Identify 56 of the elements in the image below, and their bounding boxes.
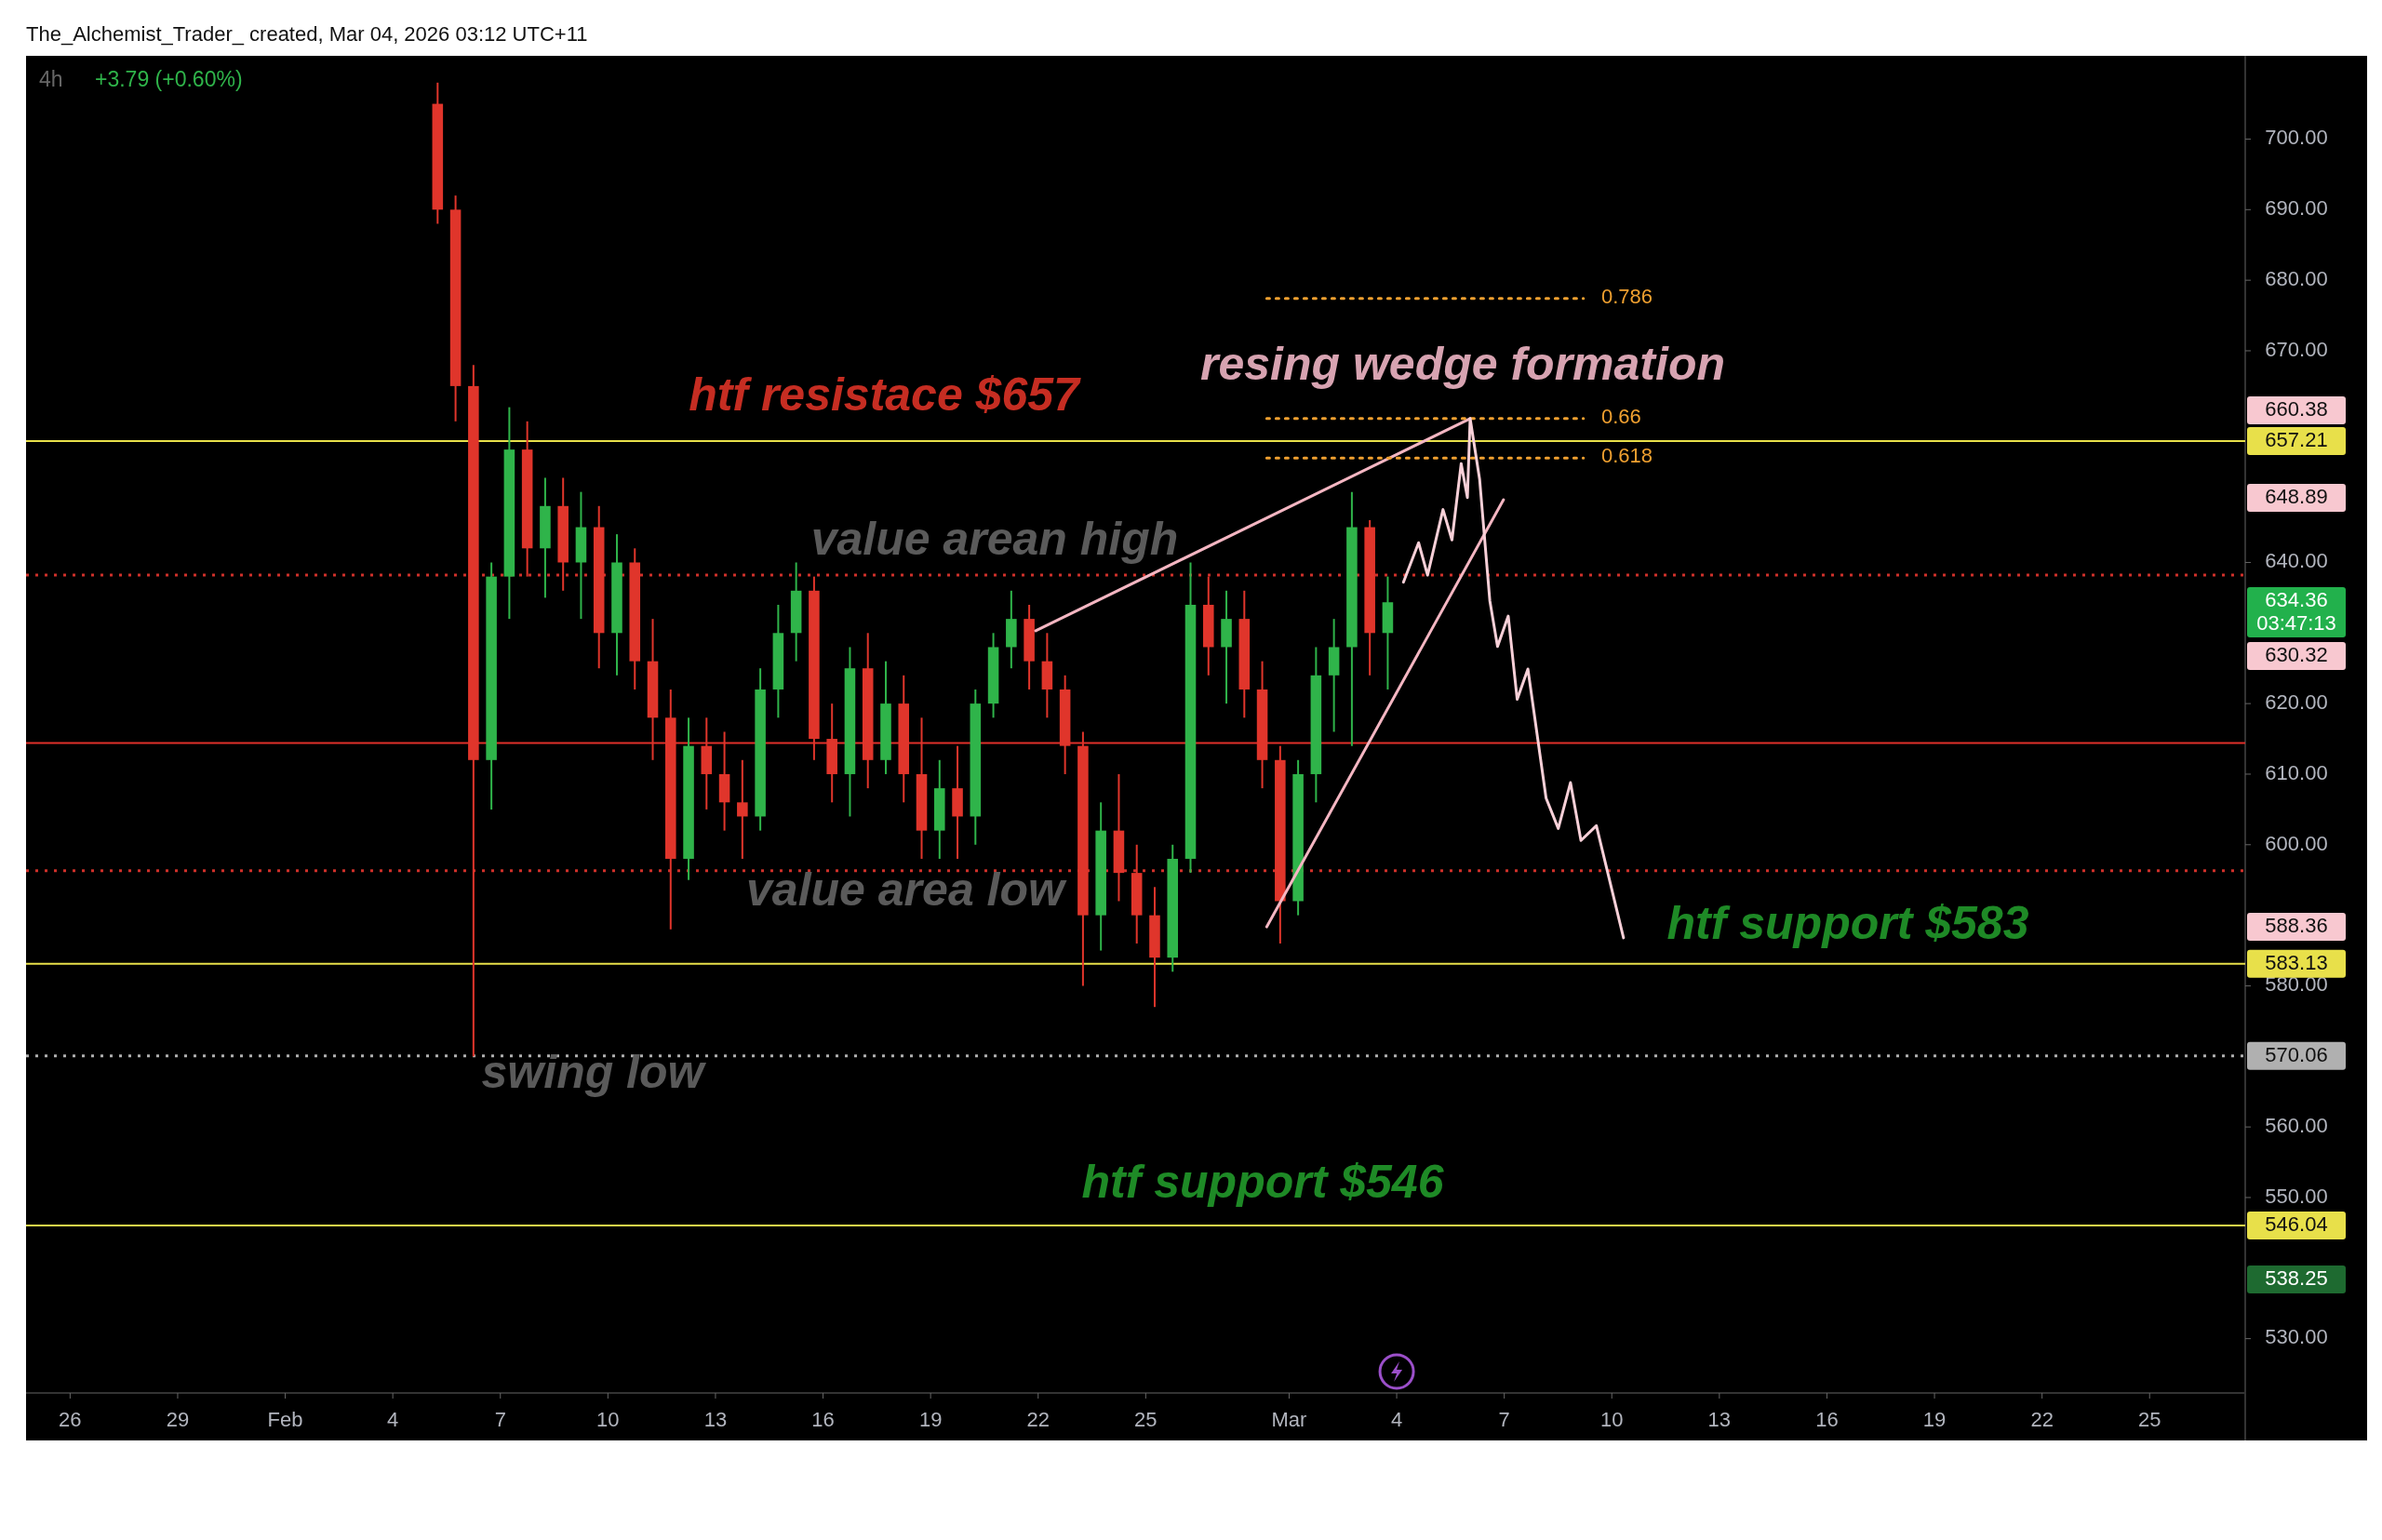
- text: 588.36: [2265, 913, 2328, 937]
- x-tick-label: 19: [918, 1407, 943, 1431]
- annotation: swing low: [481, 1046, 707, 1099]
- x-tick-label: 29: [166, 1407, 190, 1431]
- annotation: value arean high: [810, 513, 1179, 566]
- annotation: 0.786: [1601, 284, 1653, 308]
- x-tick-label: 16: [1815, 1407, 1839, 1431]
- annotation: htf support $583: [1666, 897, 2029, 950]
- annotation: +3.79 (+0.60%): [95, 67, 243, 91]
- y-tick-label: 670.00: [2265, 337, 2328, 361]
- x-tick-label: 26: [59, 1407, 82, 1431]
- y-tick-label: 620.00: [2265, 690, 2328, 714]
- x-tick-label: 10: [1600, 1407, 1624, 1431]
- ref-line-label: 583.13: [2265, 950, 2328, 974]
- y-tick-label: 600.00: [2265, 831, 2328, 855]
- text: 4h: [39, 67, 63, 91]
- annotation: htf support $546: [1081, 1156, 1445, 1209]
- x-tick-label: 7: [494, 1407, 506, 1431]
- y-tick-label: 700.00: [2265, 126, 2328, 150]
- y-tick-label: 550.00: [2265, 1184, 2328, 1208]
- annotation: 0.66: [1601, 404, 1641, 428]
- x-tick-label: 19: [1922, 1407, 1947, 1431]
- text: 03:47:13: [2256, 610, 2336, 635]
- text: 648.89: [2265, 484, 2328, 508]
- x-tick-label: Feb: [267, 1407, 303, 1431]
- x-tick-label: 22: [2030, 1407, 2054, 1431]
- text: 630.32: [2265, 642, 2328, 666]
- x-tick-label: 16: [811, 1407, 835, 1431]
- ref-line-label: 657.21: [2265, 427, 2328, 451]
- x-tick-label: 25: [2138, 1407, 2161, 1431]
- text: 660.38: [2265, 396, 2328, 421]
- ref-line-label: 546.04: [2265, 1212, 2328, 1236]
- annotation: 0.618: [1601, 443, 1653, 467]
- x-tick-label: 7: [1498, 1407, 1510, 1431]
- y-tick-label: 610.00: [2265, 760, 2328, 784]
- x-tick-label: 13: [1707, 1407, 1732, 1431]
- y-tick-label: 690.00: [2265, 196, 2328, 221]
- x-tick-label: Mar: [1271, 1407, 1307, 1431]
- y-tick-label: 580.00: [2265, 972, 2328, 997]
- text: 538.25: [2265, 1265, 2328, 1290]
- y-tick-label: 680.00: [2265, 266, 2328, 290]
- annotation: value area low: [746, 864, 1068, 917]
- x-tick-label: 13: [703, 1407, 728, 1431]
- y-tick-label: 640.00: [2265, 549, 2328, 573]
- x-tick-label: 10: [596, 1407, 620, 1431]
- text: 634.36: [2265, 587, 2328, 611]
- x-tick-label: 4: [1390, 1407, 1403, 1431]
- ref-line-label: 570.06: [2265, 1042, 2328, 1066]
- y-tick-label: 560.00: [2265, 1113, 2328, 1137]
- x-tick-label: 22: [1026, 1407, 1050, 1431]
- annotation: htf resistace $657: [689, 368, 1082, 422]
- annotation: resing wedge formation: [1200, 338, 1725, 391]
- chart-title: The_Alchemist_Trader_ created, Mar 04, 2026 03:12 UTC+11: [26, 22, 588, 46]
- x-tick-label: 25: [1134, 1407, 1158, 1431]
- x-tick-label: 4: [387, 1407, 399, 1431]
- y-tick-label: 530.00: [2265, 1325, 2328, 1349]
